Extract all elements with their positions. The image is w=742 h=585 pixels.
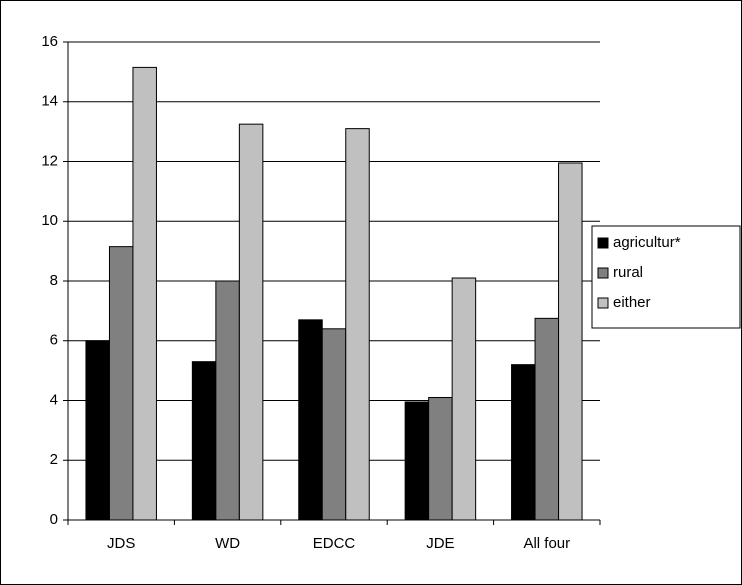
bar [558, 162, 583, 521]
bar [428, 397, 453, 521]
legend-swatch [597, 297, 609, 309]
y-tick-label: 10 [41, 212, 58, 229]
y-tick-label: 16 [41, 33, 58, 50]
legend-label: rural [613, 264, 643, 281]
x-tick-label: EDCC [313, 535, 356, 552]
legend-label: agricultur* [613, 234, 681, 251]
y-tick-label: 12 [41, 152, 58, 169]
y-tick-label: 8 [50, 272, 58, 289]
y-tick-label: 4 [50, 391, 58, 408]
x-tick-label: JDS [107, 535, 135, 552]
legend-label: either [613, 294, 651, 311]
bar [108, 246, 134, 521]
legend-swatch [597, 267, 609, 279]
bar [191, 361, 217, 521]
bar [298, 319, 323, 521]
y-tick-label: 14 [41, 93, 58, 110]
legend-swatch [597, 237, 609, 249]
bar [404, 401, 430, 521]
bar [511, 364, 536, 521]
bar [321, 328, 347, 521]
bar [215, 280, 240, 521]
bar [345, 128, 370, 521]
legend-box [591, 225, 741, 329]
x-tick-label: JDE [426, 535, 454, 552]
y-tick-label: 6 [50, 332, 58, 349]
bar [132, 66, 157, 521]
bar [451, 277, 477, 521]
x-tick-label: WD [215, 535, 240, 552]
y-tick-label: 2 [50, 451, 58, 468]
bar [85, 340, 110, 521]
y-tick-label: 0 [50, 511, 58, 528]
bar [238, 123, 264, 521]
bar [534, 317, 560, 521]
x-tick-label: All four [523, 535, 570, 552]
